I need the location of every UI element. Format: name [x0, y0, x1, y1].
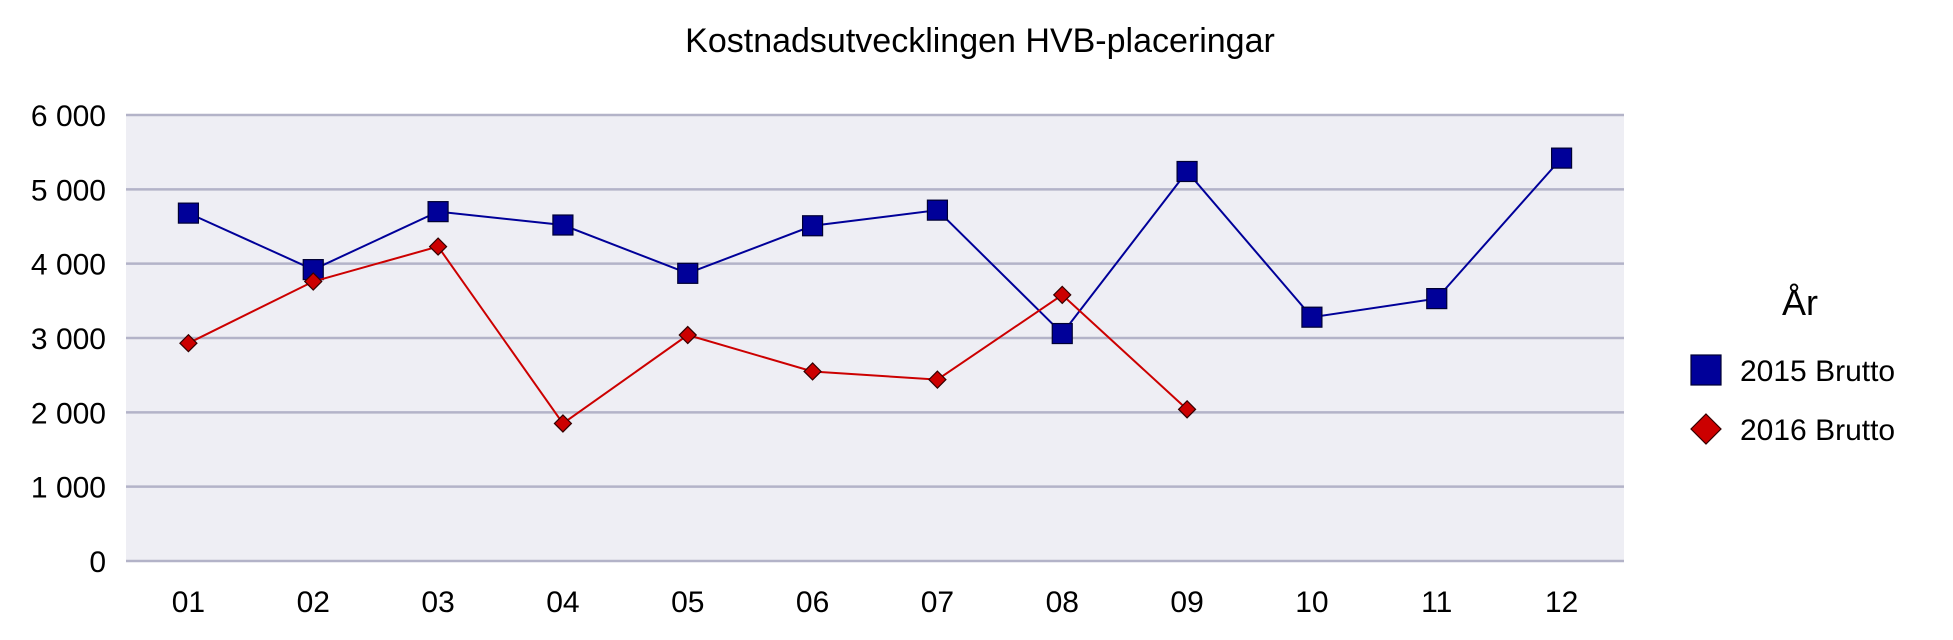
data-point: [1177, 400, 1197, 419]
x-tick-label: 01: [172, 586, 205, 619]
y-tick-label: 0: [89, 546, 106, 579]
data-point: [1301, 306, 1323, 328]
x-tick-label: 03: [421, 586, 454, 619]
legend-swatch: [1690, 413, 1722, 445]
y-tick-label: 5 000: [31, 174, 106, 207]
data-point: [552, 214, 574, 236]
data-point: [1550, 147, 1573, 169]
legend: År 2015 Brutto 2016 Brutto: [1690, 282, 1895, 447]
x-tick-label: 04: [546, 586, 579, 619]
x-tick-label: 02: [297, 586, 330, 619]
data-point: [1176, 160, 1198, 183]
data-point: [553, 414, 573, 433]
legend-label: 2015 Brutto: [1740, 355, 1895, 388]
data-point: [303, 272, 323, 291]
x-tick-label: 08: [1046, 586, 1079, 619]
x-tick-label: 10: [1295, 586, 1328, 619]
data-point: [1052, 285, 1072, 305]
data-point: [1051, 322, 1073, 345]
legend-item: 2015 Brutto: [1690, 354, 1895, 388]
data-point: [926, 199, 949, 221]
series-1: [177, 147, 1573, 345]
y-tick-label: 1 000: [31, 472, 106, 505]
x-tick-label: 09: [1170, 586, 1203, 619]
data-point: [177, 202, 200, 224]
y-tick-label: 2 000: [31, 397, 106, 430]
x-tick-label: 12: [1545, 586, 1578, 619]
series-layer: [177, 147, 1573, 433]
legend-item: 2016 Brutto: [1690, 413, 1895, 447]
series-2: [179, 237, 1197, 433]
data-point: [428, 237, 448, 256]
data-point: [1426, 288, 1448, 310]
data-point: [677, 262, 699, 284]
y-tick-label: 6 000: [31, 100, 106, 133]
y-tick-label: 4 000: [31, 249, 106, 282]
x-tick-label: 11: [1421, 586, 1452, 619]
legend-swatch: [1690, 354, 1722, 386]
legend-title: År: [1782, 282, 1818, 323]
series-line: [188, 157, 1563, 336]
gridlines: [126, 113, 1624, 563]
x-tick-label: 07: [921, 586, 954, 619]
legend-label: 2016 Brutto: [1740, 414, 1895, 447]
data-point: [928, 370, 947, 389]
x-tick-label: 06: [796, 586, 829, 619]
chart-title: Kostnadsutvecklingen HVB-placeringar: [685, 22, 1275, 60]
data-point: [803, 362, 822, 381]
x-axis-ticks: 01 02 03 04 05 06 07 08 09 10 11 12: [172, 586, 1579, 619]
y-axis-ticks: 0 1 000 2 000 3 000 4 000 5 000 6 000: [31, 100, 106, 579]
data-point: [801, 215, 824, 237]
data-point: [179, 333, 198, 353]
x-tick-label: 05: [671, 586, 704, 619]
y-tick-label: 3 000: [31, 323, 106, 356]
data-point: [427, 201, 449, 223]
data-point: [678, 325, 698, 345]
